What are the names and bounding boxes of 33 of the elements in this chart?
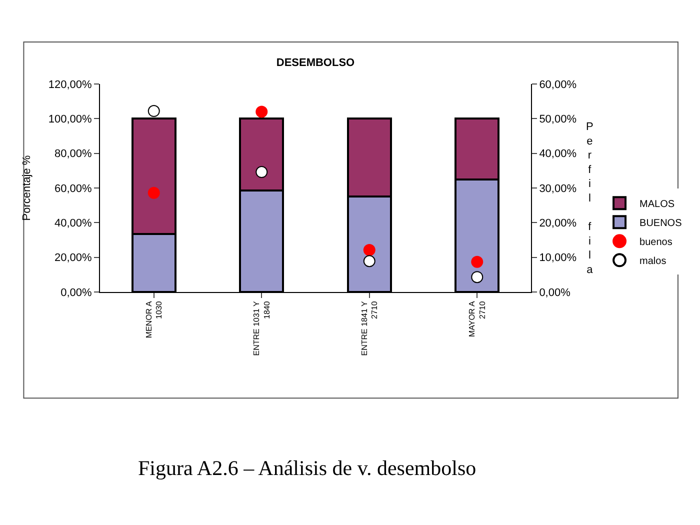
y2-tick-label: 50,00% <box>539 114 577 126</box>
legend-label: BUENOS <box>640 218 682 230</box>
x-tick-label: ENTRE 1031 Y 1840 <box>252 300 272 356</box>
y-tick-label: 20,00% <box>54 252 92 264</box>
y2-tick-label: 60,00% <box>539 78 577 91</box>
point <box>363 244 376 256</box>
text: Perfil fila <box>586 121 594 276</box>
legend-label: malos <box>640 256 666 268</box>
y-axis-title: Porcentaje % <box>21 155 34 221</box>
x-tick-label: ENTRE 1841 Y 2710 <box>360 300 380 356</box>
y2-tick-label: 30,00% <box>539 182 577 195</box>
x-tick-label: MAYOR A 2710 <box>468 300 487 338</box>
y-tick-label: 100,00% <box>48 114 92 126</box>
point <box>471 256 484 268</box>
y2-tick-label: 10,00% <box>539 252 577 264</box>
y-tick-label: 60,00% <box>54 182 92 195</box>
point <box>363 255 376 268</box>
point <box>471 271 484 284</box>
legend-label: MALOS <box>640 199 675 210</box>
y2-tick-label: 20,00% <box>539 218 577 230</box>
legend-label: buenos <box>640 237 672 248</box>
y-tick-label: 120,00% <box>48 78 92 91</box>
y-tick-label: 40,00% <box>54 218 92 230</box>
point <box>256 166 268 178</box>
point <box>256 106 268 118</box>
text: Figura A2.6 – Análisis de v. desembolso <box>138 456 476 480</box>
y2-tick-label: 40,00% <box>539 148 577 160</box>
y2-tick-label: 0,00% <box>539 286 571 299</box>
y-tick-label: 0,00% <box>60 286 92 299</box>
point <box>148 186 160 199</box>
y-tick-label: 80,00% <box>54 148 92 160</box>
x-tick-label: MENOR A 1030 <box>144 300 164 338</box>
chart-title: DESEMBOLSO <box>276 56 356 69</box>
